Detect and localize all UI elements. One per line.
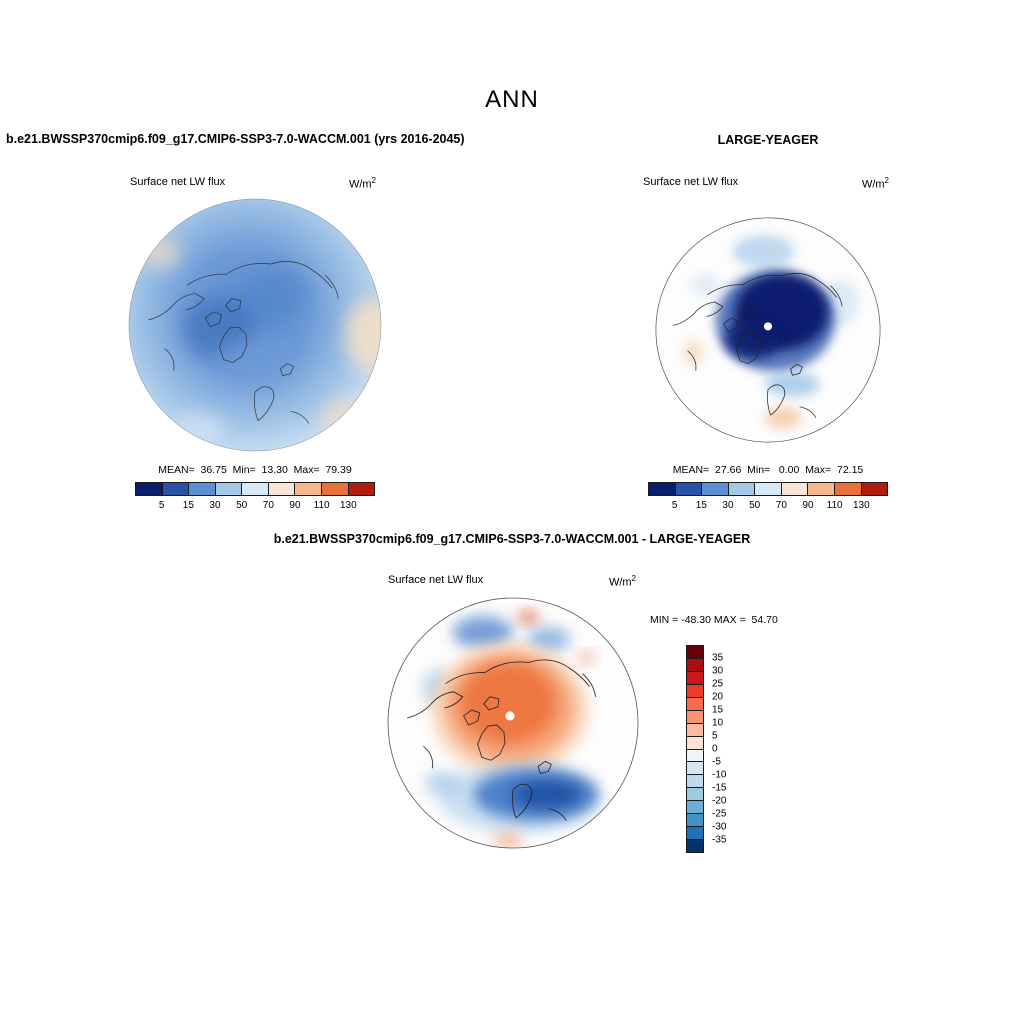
- coastlines: [672, 273, 843, 418]
- colorbar-segment: [241, 483, 268, 495]
- diff-field-label: Surface net LW flux: [388, 574, 484, 586]
- colorbar-segment: [687, 735, 703, 749]
- colorbar-tick-label: -25: [712, 808, 727, 820]
- colorbar-tick-label: 110: [313, 500, 330, 511]
- diff-map: [387, 597, 639, 849]
- colorbar-segment: [188, 483, 215, 495]
- colorbar-segment: [347, 483, 375, 495]
- model-panel-header: b.e21.BWSSP370cmip6.f09_g17.CMIP6-SSP3-7…: [6, 132, 465, 146]
- colorbar-segment: [687, 787, 703, 801]
- diff-panel-header: b.e21.BWSSP370cmip6.f09_g17.CMIP6-SSP3-7…: [273, 532, 751, 546]
- obs-units-label: W/m2: [861, 176, 889, 191]
- obs-stats: MEAN= 27.66 Min= 0.00 Max= 72.15: [672, 464, 864, 476]
- colorbar-tick-label: 90: [289, 500, 301, 511]
- colorbar-tick-label: 15: [182, 500, 194, 511]
- colorbar-segment: [687, 670, 703, 684]
- colorbar-tick-label: -20: [712, 795, 727, 807]
- colorbar-tick-label: 30: [712, 665, 724, 677]
- colorbar-segment: [687, 722, 703, 736]
- colorbar-segment: [687, 839, 703, 852]
- colorbar-tick-label: -35: [712, 834, 727, 846]
- diff-colorbar: 35 30 25 20 15 10 5 0 -5 -10 -15 -20 -25 -30 -35: [686, 645, 726, 853]
- coastlines: [407, 659, 597, 822]
- colorbar-segment: [687, 657, 703, 671]
- colorbar-segment: [320, 483, 348, 495]
- colorbar-segment: [161, 483, 189, 495]
- colorbar-segment: [687, 761, 703, 775]
- colorbar-segment: [687, 800, 703, 814]
- colorbar-segment: [807, 483, 834, 495]
- colorbar-tick-label: 10: [712, 717, 724, 729]
- colorbar-segment: [687, 683, 703, 697]
- colorbar-tick-label: 130: [339, 500, 357, 511]
- colorbar-tick-label: 5: [671, 500, 678, 511]
- model-colorbar: 5 15 30 50 70 90 110 130: [135, 482, 375, 511]
- colorbar-segment: [860, 483, 888, 495]
- colorbar-segment: [267, 483, 295, 495]
- colorbar-segment: [674, 483, 702, 495]
- colorbar-segment: [649, 483, 675, 495]
- colorbar-segment: [833, 483, 861, 495]
- figure-title: ANN: [485, 86, 539, 113]
- colorbar-tick-label: -15: [712, 782, 727, 794]
- colorbar-tick-label: -5: [712, 756, 721, 768]
- colorbar-tick-label: 70: [262, 500, 274, 511]
- diff-stats: MIN = -48.30 MAX = 54.70: [650, 614, 778, 626]
- pole-dot: [505, 711, 515, 721]
- diff-map-field: [388, 598, 638, 848]
- colorbar-tick-label: 5: [712, 730, 718, 742]
- colorbar-segment: [701, 483, 728, 495]
- colorbar-tick-label: 130: [852, 500, 870, 511]
- colorbar-segment: [687, 709, 703, 723]
- colorbar-tick-label: 90: [802, 500, 814, 511]
- colorbar-segment: [754, 483, 781, 495]
- colorbar-segment: [687, 813, 703, 827]
- obs-map: [655, 217, 881, 443]
- colorbar-segment: [780, 483, 808, 495]
- diff-field-row: Surface net LW flux W/m2: [388, 574, 636, 589]
- colorbar-tick-label: -30: [712, 821, 727, 833]
- colorbar-tick-label: 30: [722, 500, 734, 511]
- colorbar-tick-label: 5: [158, 500, 165, 511]
- colorbar-tick-label: 15: [695, 500, 707, 511]
- pole-dot: [763, 322, 773, 331]
- colorbar-tick-label: -10: [712, 769, 727, 781]
- obs-colorbar: 5 15 30 50 70 90 110 130: [648, 482, 888, 511]
- model-field-row: Surface net LW flux W/m2: [130, 176, 376, 191]
- colorbar-segment: [687, 696, 703, 710]
- colorbar-segment: [687, 646, 703, 658]
- colorbar-tick-label: 25: [712, 678, 724, 690]
- coastlines: [148, 261, 339, 424]
- colorbar-segment: [687, 774, 703, 788]
- obs-panel-header: LARGE-YEAGER: [717, 133, 819, 147]
- colorbar-segment: [687, 748, 703, 762]
- colorbar-segment: [727, 483, 755, 495]
- model-stats: MEAN= 36.75 Min= 13.30 Max= 79.39: [158, 464, 352, 476]
- colorbar-segment: [687, 826, 703, 840]
- colorbar-segments: [135, 482, 375, 496]
- colorbar-segment: [136, 483, 162, 495]
- colorbar-segment: [294, 483, 321, 495]
- colorbar-tick-label: 50: [236, 500, 248, 511]
- obs-field-label: Surface net LW flux: [643, 176, 739, 188]
- colorbar-tick-label: 30: [209, 500, 221, 511]
- obs-field-row: Surface net LW flux W/m2: [643, 176, 889, 191]
- colorbar-segments: [648, 482, 888, 496]
- colorbar-tick-label: 50: [749, 500, 761, 511]
- colorbar-tick-label: 110: [826, 500, 843, 511]
- diff-units-label: W/m2: [608, 574, 636, 589]
- colorbar-tick-label: 15: [712, 704, 724, 716]
- colorbar-segments: [686, 645, 704, 853]
- obs-map-field: [655, 217, 881, 443]
- model-units-label: W/m2: [348, 176, 376, 191]
- model-field-label: Surface net LW flux: [130, 176, 226, 188]
- colorbar-tick-label: 20: [712, 691, 724, 703]
- colorbar-tick-label: 35: [712, 652, 724, 664]
- colorbar-tick-label: 70: [775, 500, 787, 511]
- model-map: [128, 198, 382, 452]
- colorbar-segment: [214, 483, 242, 495]
- colorbar-tick-label: 0: [712, 743, 718, 755]
